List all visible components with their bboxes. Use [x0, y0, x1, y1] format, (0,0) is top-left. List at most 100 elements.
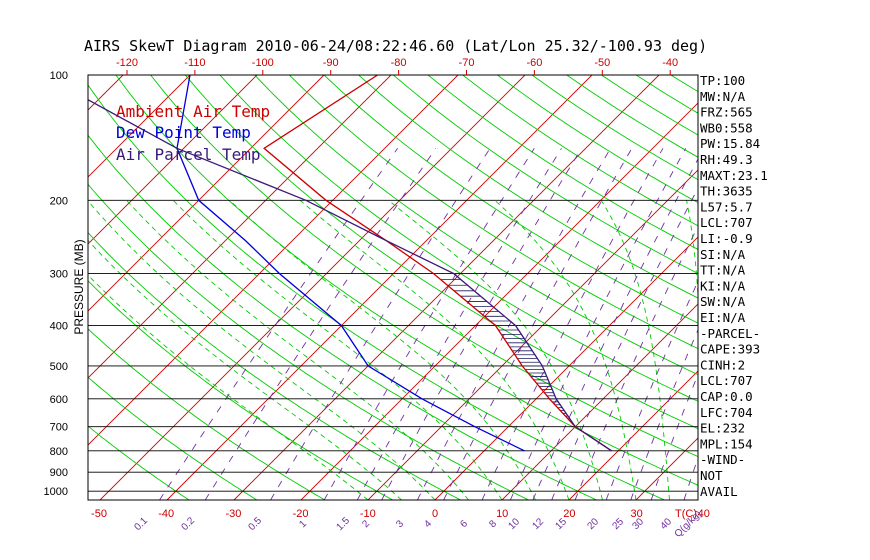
- bottom-temp-tick-label: 20: [563, 508, 575, 520]
- isotherm-line: [88, 75, 124, 111]
- mixing-ratio-label: 20: [585, 516, 601, 532]
- dry-adiabat-line: [497, 75, 698, 204]
- bottom-temp-tick-label: 30: [630, 508, 642, 520]
- top-temp-tick-label: -90: [323, 57, 339, 69]
- dry-adiabat-line: [288, 75, 698, 350]
- mixing-ratio-line: [159, 148, 398, 500]
- pressure-tick-label: 600: [50, 394, 68, 406]
- isotherm-line: [300, 102, 698, 500]
- index-item: LCL:707: [700, 373, 753, 388]
- mixing-ratio-label: 1.5: [334, 515, 352, 533]
- isobars: [88, 199, 698, 492]
- index-item: LFC:704: [700, 405, 753, 420]
- mixing-ratio-label: 0.2: [179, 515, 197, 533]
- dry-adiabat-line: [88, 183, 529, 500]
- bottom-temp-tick-label: 0: [432, 508, 438, 520]
- dry-adiabat-line: [393, 75, 698, 275]
- mixing-ratio-line: [551, 186, 698, 500]
- index-item: RH:49.3: [700, 152, 753, 167]
- isotherm-line: [0, 75, 56, 500]
- series-line: [263, 75, 612, 452]
- index-item: NOT: [700, 468, 723, 483]
- dry-adiabat-line: [88, 231, 461, 500]
- isotherm-line: [88, 75, 459, 446]
- mixing-ratio-line: [323, 148, 535, 500]
- legend-dewpoint: Dew Point Temp: [116, 123, 251, 142]
- area-hatching: [433, 273, 574, 425]
- dry-adiabat-line: [88, 328, 326, 500]
- dry-adiabat-line: [219, 75, 698, 402]
- moist-adiabat-line: [88, 274, 369, 500]
- mixing-ratio-label: 10: [506, 516, 522, 532]
- dry-adiabat-line: [775, 75, 870, 500]
- dry-adiabat-line: [88, 134, 597, 500]
- top-temp-tick-label: -120: [116, 57, 138, 69]
- legend-ambient: Ambient Air Temp: [116, 102, 270, 121]
- bottom-temp-tick-label: 10: [496, 508, 508, 520]
- pressure-tick-label: 300: [50, 269, 68, 281]
- moist-adiabat-line: [388, 199, 603, 500]
- isotherm-line: [501, 303, 698, 500]
- index-item: L57:5.7: [700, 199, 753, 214]
- moist-adiabat-line: [88, 200, 436, 500]
- pressure-tick-label: 200: [50, 195, 68, 207]
- mixing-ratio-label: 0.5: [246, 515, 264, 533]
- dry-adiabat-line: [184, 75, 698, 430]
- mixing-ratio-label: 12: [530, 516, 546, 532]
- top-temp-tick-label: -100: [252, 57, 274, 69]
- isotherm-line: [166, 75, 593, 500]
- bottom-temp-tick-label: -20: [293, 508, 309, 520]
- index-item: WB0:558: [700, 120, 753, 135]
- index-item: MW:N/A: [700, 89, 746, 104]
- mixing-ratio-label: 40: [658, 516, 674, 532]
- index-item: SI:N/A: [700, 247, 746, 262]
- mixing-ratio-label: 25: [610, 516, 626, 532]
- moist-adiabat-line: [299, 199, 570, 500]
- pressure-tick-label: 500: [50, 361, 68, 373]
- pressure-tick-label: 400: [50, 321, 68, 333]
- dry-adiabat-line: [844, 75, 870, 500]
- index-item: PW:15.84: [700, 136, 760, 151]
- bottom-temp-tick-label: -50: [91, 508, 107, 520]
- dry-adiabat-line: [254, 75, 698, 376]
- pressure-tick-label: 1000: [44, 486, 68, 498]
- mixing-ratio-line: [356, 148, 562, 500]
- dry-adiabat-line: [358, 75, 698, 299]
- moist-adiabat-line: [88, 239, 402, 500]
- moist-adiabat-line: [229, 199, 536, 500]
- dry-adiabat-line: [88, 84, 665, 500]
- isotherm-line: [88, 75, 191, 178]
- index-item: TH:3635: [700, 184, 753, 199]
- top-temp-tick-label: -70: [459, 57, 475, 69]
- legend-parcel: Air Parcel Temp: [116, 145, 261, 164]
- y-axis-label: PRESSURE (MB): [72, 239, 86, 334]
- isotherm-line: [88, 75, 325, 312]
- isotherm-line: [88, 75, 258, 245]
- dry-adiabat-line: [88, 376, 258, 500]
- series-lines: [88, 75, 612, 452]
- bottom-temp-tick-label: -10: [360, 508, 376, 520]
- pressure-tick-label: 800: [50, 446, 68, 458]
- index-item: SW:N/A: [700, 294, 746, 309]
- pressure-tick-label: 900: [50, 467, 68, 479]
- isotherm-line: [99, 75, 526, 500]
- isotherm-line: [88, 75, 392, 379]
- moist-adiabat-line: [600, 200, 670, 500]
- mixing-ratio-label: 3: [394, 518, 406, 530]
- moist-adiabat-line: [494, 199, 637, 500]
- bottom-temp-tick-label: -30: [225, 508, 241, 520]
- plot-frame: [87, 74, 699, 501]
- index-item: CAPE:393: [700, 342, 760, 357]
- pressure-tick-label: 100: [50, 70, 68, 82]
- index-item: -WIND-: [700, 452, 745, 467]
- index-item: TT:N/A: [700, 263, 746, 278]
- isotherm-line: [233, 75, 660, 500]
- mixing-ratio-line: [443, 148, 633, 500]
- mixing-ratio-line: [481, 148, 664, 500]
- index-item: LCL:707: [700, 215, 753, 230]
- index-item: -PARCEL-: [700, 326, 760, 341]
- mixing-ratio-label: 6: [458, 518, 470, 530]
- series-line: [88, 99, 612, 452]
- index-item: EI:N/A: [700, 310, 746, 325]
